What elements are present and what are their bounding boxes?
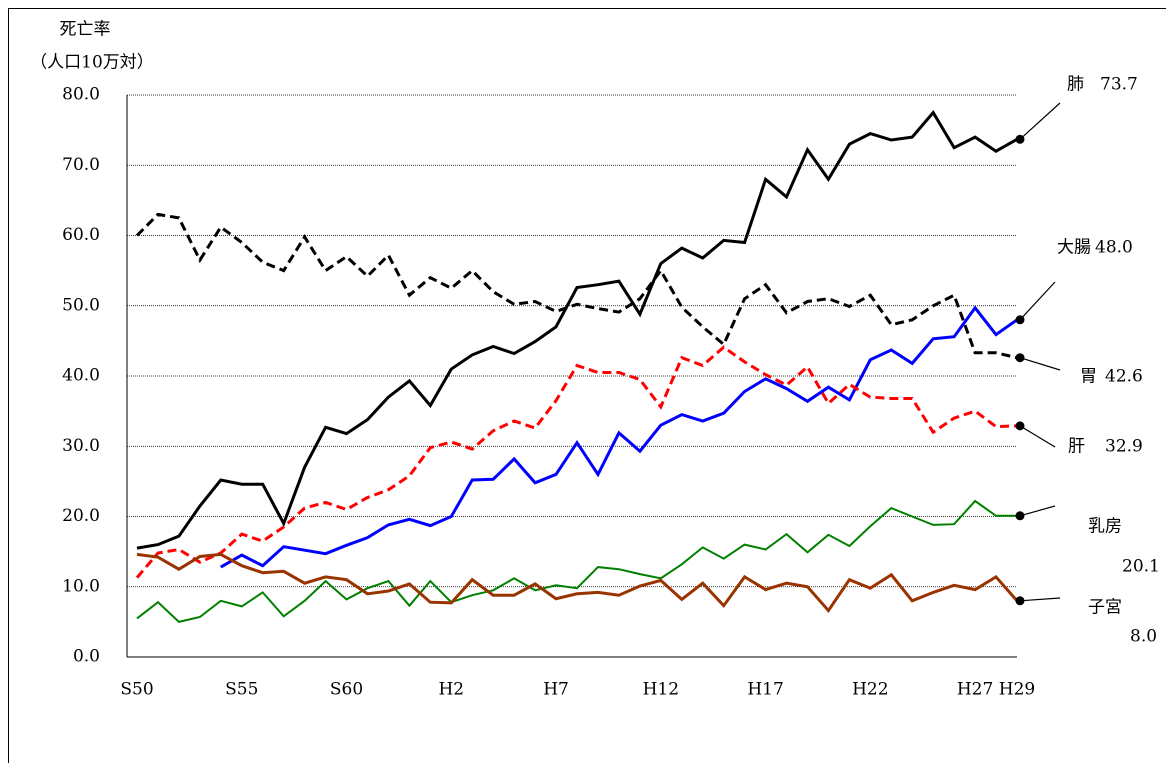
end-dot [1015,421,1025,431]
x-tick-label: H2 [438,680,464,700]
end-dot [1015,596,1025,606]
y-tick-label: 50.0 [62,295,100,315]
x-tick-label: H7 [543,680,569,700]
series-label: 子宮 [1088,598,1122,618]
series-line [135,345,1018,579]
x-tick-label: H29 [999,680,1035,700]
leader-line [1019,281,1056,321]
series-label: 胃 [1080,367,1097,387]
series-line [136,552,1019,614]
end-value-label: 32.9 [1105,437,1143,457]
end-value-label: 42.6 [1105,367,1143,387]
x-tick-label: H27 [957,680,993,700]
series-line [220,305,1018,569]
y-axis-title: （人口10万対） [30,53,154,73]
y-tick-label: 40.0 [62,366,100,386]
series-label: 肝 [1068,437,1085,457]
leader-line [1019,505,1056,517]
end-dot [1015,511,1025,521]
y-tick-label: 20.0 [62,506,100,526]
series-line [135,212,1018,360]
y-tick-label: 0.0 [73,647,100,667]
end-value-label: 8.0 [1130,627,1157,647]
y-tick-label: 70.0 [62,155,100,175]
x-tick-label: S55 [225,680,258,700]
leader-line [1019,357,1061,371]
end-dot [1015,353,1025,363]
x-tick-label: S50 [120,680,153,700]
y-tick-label: 30.0 [62,436,100,456]
leader-line [1019,425,1056,448]
leader-line [1019,597,1061,602]
series-label: 肺 [1067,75,1084,95]
y-tick-label: 60.0 [62,225,100,245]
x-tick-label: H17 [747,680,783,700]
end-value-label: 20.1 [1122,557,1160,577]
end-dot [1015,134,1025,144]
end-value-label: 73.7 [1100,75,1138,95]
x-tick-label: H12 [643,680,679,700]
end-dot [1015,315,1025,325]
series-line [136,110,1018,550]
leader-line [1019,102,1061,140]
frame [8,8,1166,763]
x-tick-label: S60 [330,680,363,700]
y-tick-label: 10.0 [62,576,100,596]
y-axis-title: 死亡率 [60,20,111,40]
series-line [136,499,1017,623]
series-label: 大腸 [1057,238,1091,258]
end-value-label: 48.0 [1095,238,1133,258]
series-label: 乳房 [1088,517,1122,537]
x-tick-label: H22 [852,680,888,700]
y-tick-label: 80.0 [62,85,100,105]
